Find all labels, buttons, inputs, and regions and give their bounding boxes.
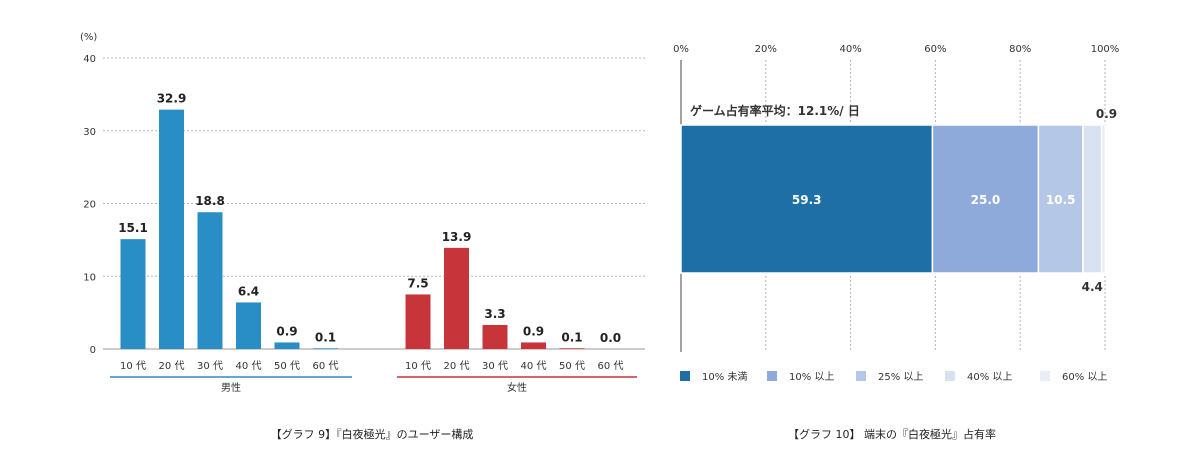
bar-value-label: 0.9 <box>276 324 297 338</box>
x-tick-label: 60% <box>924 44 946 55</box>
x-category-label: 40 代 <box>521 360 547 372</box>
x-category-label: 50 代 <box>274 360 300 372</box>
legend-swatch <box>680 371 690 381</box>
legend-swatch <box>767 371 777 381</box>
y-tick-label: 0 <box>90 345 96 356</box>
x-tick-label: 80% <box>1009 44 1031 55</box>
x-category-label: 10 代 <box>120 360 146 372</box>
x-category-label: 30 代 <box>482 360 508 372</box>
bar-value-label: 0.1 <box>315 330 336 344</box>
bar-value-label: 18.8 <box>195 194 225 208</box>
right-chart-caption: 【グラフ 10】 端末の『白夜極光』占有率 <box>788 427 996 441</box>
x-tick-label: 20% <box>755 44 777 55</box>
male-bar <box>159 109 184 349</box>
x-category-label: 10 代 <box>405 360 431 372</box>
legend-swatch <box>856 371 866 381</box>
female-group-label: 女性 <box>507 381 527 394</box>
bar-value-label: 13.9 <box>442 230 472 244</box>
y-tick-label: 40 <box>83 54 96 65</box>
bar-value-label: 32.9 <box>157 92 187 106</box>
bar-value-label: 0.9 <box>523 324 544 338</box>
x-category-label: 50 代 <box>559 360 585 372</box>
bar-value-label: 7.5 <box>407 276 428 290</box>
y-axis-unit-label: (%) <box>80 32 97 43</box>
stacked-segment <box>1082 124 1103 274</box>
segment-value-label: 59.3 <box>792 193 822 207</box>
legend-label: 60% 以上 <box>1062 371 1107 383</box>
stacked-segment <box>1100 124 1107 274</box>
male-bar <box>120 239 146 349</box>
x-tick-label: 40% <box>839 44 861 55</box>
y-tick-label: 10 <box>83 272 96 283</box>
male-bar <box>197 212 223 349</box>
x-category-label: 20 代 <box>159 360 185 372</box>
average-share-annotation: ゲーム占有率平均：12.1%/ 日 <box>690 103 860 118</box>
stacked-segment <box>680 124 934 274</box>
female-bar <box>444 247 469 349</box>
stacked-segment <box>1037 124 1084 274</box>
bar-value-label: 15.1 <box>118 221 148 235</box>
y-tick-label: 30 <box>83 127 96 138</box>
y-tick-label: 20 <box>83 200 96 211</box>
legend-swatch <box>1040 371 1050 381</box>
female-bar <box>482 324 508 349</box>
male-bar <box>274 342 300 349</box>
legend-label: 40% 以上 <box>967 371 1012 383</box>
male-bar <box>236 302 261 349</box>
legend-label: 10% 以上 <box>789 371 834 383</box>
segment-value-label: 25.0 <box>971 193 1001 207</box>
segment-value-label: 4.4 <box>1082 280 1103 294</box>
bar-value-label: 0.1 <box>561 330 582 344</box>
x-tick-label: 0% <box>673 44 689 55</box>
legend-swatch <box>945 371 955 381</box>
x-category-label: 40 代 <box>236 360 262 372</box>
device-share-stacked-bar-chart: 0% 20% 40% 60% 80% 100% ゲーム占有率平均：12.1%/ 日 59.… <box>673 44 1119 441</box>
legend-label: 10% 未満 <box>702 371 747 383</box>
age-gender-bar-chart: (%) 0 10 20 30 40 15.1 32.9 18.8 6.4 0.9 0.1 7.5 13… <box>80 32 645 441</box>
x-category-label: 20 代 <box>444 360 470 372</box>
left-chart-caption: 【グラフ 9】『白夜極光』のユーザー構成 <box>271 427 474 441</box>
segment-value-label: 10.5 <box>1046 193 1076 207</box>
bar-value-label: 3.3 <box>484 307 505 321</box>
female-bar <box>521 342 546 349</box>
x-category-label: 30 代 <box>197 360 223 372</box>
legend-label: 25% 以上 <box>878 371 923 383</box>
x-category-label: 60 代 <box>313 360 339 372</box>
male-group-label: 男性 <box>221 381 241 394</box>
x-tick-label: 100% <box>1091 44 1120 55</box>
segment-value-label: 0.9 <box>1096 107 1117 121</box>
stacked-segment <box>931 124 1040 274</box>
male-bar <box>313 348 338 349</box>
bar-value-label: 0.0 <box>600 331 621 345</box>
x-category-label: 60 代 <box>598 360 624 372</box>
female-bar <box>559 348 585 349</box>
bar-value-label: 6.4 <box>238 284 259 298</box>
female-bar <box>405 294 431 349</box>
